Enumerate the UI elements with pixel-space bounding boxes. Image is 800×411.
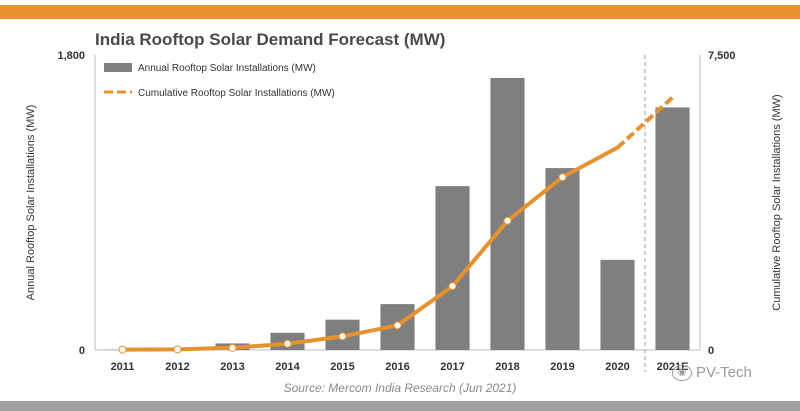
x-tick-label: 2013 (220, 361, 244, 373)
bar-2021E (655, 107, 690, 350)
top-accent-bar (0, 5, 800, 19)
bar-2018 (490, 77, 525, 350)
bottom-accent-bar (0, 401, 800, 411)
x-tick-label: 2018 (495, 361, 519, 373)
x-tick-label: 2014 (275, 361, 300, 373)
bar-2020 (600, 259, 635, 350)
cumulative-point-2014 (283, 339, 292, 348)
cumulative-point-2019 (558, 173, 567, 182)
chart-title: India Rooftop Solar Demand Forecast (MW) (95, 30, 446, 49)
cumulative-point-2012 (173, 345, 182, 354)
x-tick-label: 2019 (550, 361, 574, 373)
x-tick-label: 2011 (111, 361, 135, 373)
x-tick-label: 2020 (605, 361, 629, 373)
cumulative-point-2013 (228, 343, 237, 352)
x-tick-label: 2012 (165, 361, 189, 373)
cumulative-point-2018 (503, 216, 512, 225)
right-axis-title: Cumulative Rooftop Solar Installations (… (771, 94, 783, 310)
legend-bar-swatch (104, 63, 132, 72)
bar-2017 (435, 186, 470, 350)
left-axis-title: Annual Rooftop Solar Installations (MW) (25, 105, 37, 301)
cumulative-point-2011 (118, 345, 127, 354)
source-note: Source: Mercom India Research (Jun 2021) (283, 381, 517, 395)
legend-line-label: Cumulative Rooftop Solar Installations (… (138, 88, 335, 99)
cumulative-point-2017 (448, 282, 457, 291)
cumulative-point-2016 (393, 321, 402, 330)
cumulative-point-2015 (338, 332, 347, 341)
cumulative-series-line (120, 145, 620, 352)
right-tick-max: 7,500 (708, 50, 736, 62)
legend-bar-label: Annual Rooftop Solar Installations (MW) (138, 63, 316, 74)
right-tick-zero: 0 (708, 345, 714, 357)
left-tick-zero: 0 (79, 345, 85, 357)
x-tick-label: 2016 (385, 361, 409, 373)
x-tick-label: 2017 (440, 361, 464, 373)
watermark: ◉ PV-Tech (672, 364, 752, 381)
bar-2019 (545, 168, 580, 350)
left-tick-max: 1,800 (57, 50, 85, 62)
wechat-icon: ◉ (672, 364, 692, 381)
watermark-text: PV-Tech (696, 364, 752, 381)
x-tick-label: 2015 (330, 361, 354, 373)
